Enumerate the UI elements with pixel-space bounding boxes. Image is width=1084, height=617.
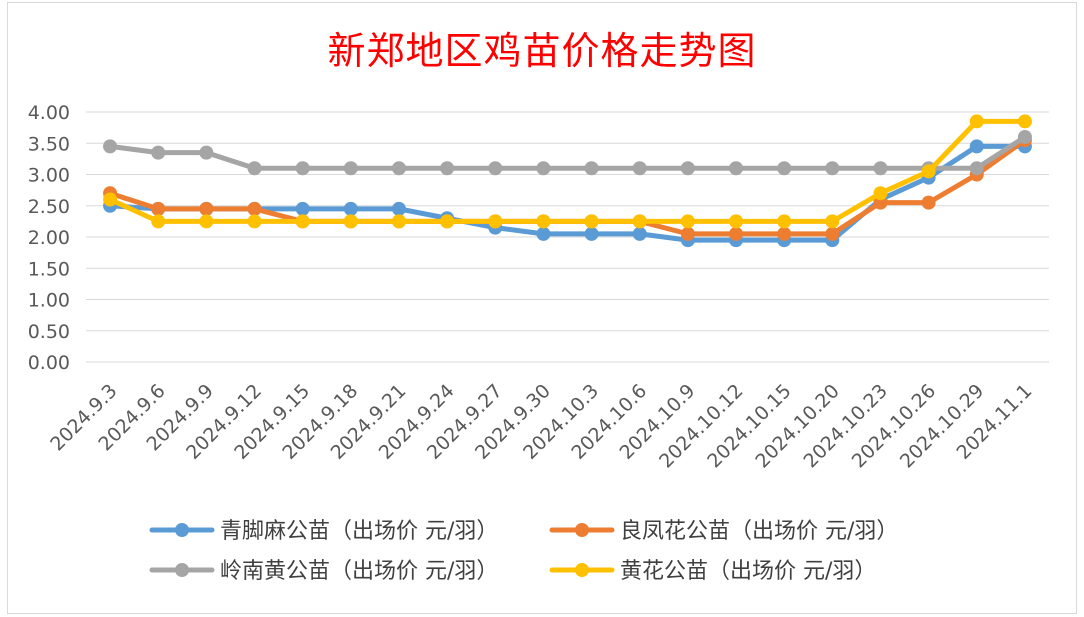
data-point bbox=[343, 201, 358, 216]
data-point bbox=[343, 161, 358, 176]
y-tick-label: 2.50 bbox=[28, 196, 70, 218]
data-point bbox=[825, 161, 840, 176]
legend-label: 青脚麻公苗（出场价 元/羽） bbox=[220, 519, 498, 544]
y-axis-tick-labels: 0.00 0.50 1.00 1.50 2.00 2.50 3.00 3.50 4.00 bbox=[28, 102, 70, 374]
data-point bbox=[584, 214, 599, 229]
chart-title: 新郑地区鸡苗价格走势图 bbox=[327, 29, 757, 73]
data-point bbox=[873, 186, 888, 201]
data-point bbox=[536, 161, 551, 176]
data-point bbox=[488, 214, 503, 229]
data-point bbox=[680, 226, 695, 241]
data-point bbox=[295, 214, 310, 229]
data-point bbox=[440, 214, 455, 229]
data-point bbox=[873, 161, 888, 176]
legend-swatch-marker bbox=[175, 563, 189, 577]
data-point bbox=[584, 226, 599, 241]
legend: 青脚麻公苗（出场价 元/羽） 良凤花公苗（出场价 元/羽） 岭南黄公苗（出场价 元/… bbox=[149, 519, 898, 584]
data-point bbox=[969, 114, 984, 129]
data-point bbox=[199, 214, 214, 229]
data-point bbox=[825, 214, 840, 229]
y-tick-label: 3.50 bbox=[28, 133, 70, 155]
data-point bbox=[440, 161, 455, 176]
data-point bbox=[247, 201, 262, 216]
data-point bbox=[247, 161, 262, 176]
series-line bbox=[107, 143, 1028, 243]
data-point bbox=[1017, 130, 1032, 144]
legend-swatch-marker bbox=[175, 523, 189, 537]
series-line bbox=[107, 134, 1028, 171]
legend-item: 良凤花公苗（出场价 元/羽） bbox=[549, 519, 898, 544]
data-point bbox=[921, 195, 936, 210]
data-point bbox=[295, 161, 310, 176]
data-point bbox=[969, 161, 984, 176]
data-point bbox=[295, 201, 310, 216]
data-point bbox=[632, 161, 647, 176]
data-point bbox=[151, 145, 166, 160]
data-point bbox=[921, 164, 936, 179]
y-tick-label: 0.50 bbox=[28, 321, 70, 343]
legend-label: 岭南黄公苗（出场价 元/羽） bbox=[220, 559, 498, 584]
data-point bbox=[680, 161, 695, 176]
legend-item: 岭南黄公苗（出场价 元/羽） bbox=[149, 559, 498, 584]
series-2 bbox=[103, 130, 1032, 176]
data-point bbox=[199, 201, 214, 216]
data-point bbox=[632, 214, 647, 229]
data-point bbox=[391, 201, 406, 216]
data-point bbox=[1017, 114, 1032, 129]
data-point bbox=[969, 139, 984, 154]
data-point bbox=[729, 161, 744, 176]
data-point bbox=[199, 145, 214, 160]
data-point bbox=[584, 161, 599, 176]
data-point bbox=[825, 226, 840, 241]
chart-frame bbox=[7, 2, 1077, 614]
legend-label: 良凤花公苗（出场价 元/羽） bbox=[620, 519, 898, 544]
series-3 bbox=[103, 114, 1032, 229]
data-point bbox=[680, 214, 695, 229]
data-point bbox=[729, 214, 744, 229]
y-tick-label: 4.00 bbox=[28, 102, 70, 124]
x-axis-tick-labels: 2024.9.32024.9.62024.9.92024.9.122024.9.… bbox=[46, 380, 1036, 472]
data-point bbox=[777, 161, 792, 176]
data-point bbox=[391, 214, 406, 229]
data-point bbox=[247, 214, 262, 229]
legend-swatch-marker bbox=[575, 523, 589, 537]
data-point bbox=[777, 226, 792, 241]
data-point bbox=[632, 226, 647, 241]
y-tick-label: 1.00 bbox=[28, 290, 70, 312]
y-tick-label: 0.00 bbox=[28, 352, 70, 374]
data-point bbox=[536, 226, 551, 241]
data-point bbox=[391, 161, 406, 176]
legend-label: 黄花公苗（出场价 元/羽） bbox=[620, 559, 876, 584]
data-point bbox=[103, 192, 118, 207]
data-point bbox=[488, 161, 503, 176]
series-0 bbox=[103, 139, 1032, 248]
series-line bbox=[107, 118, 1028, 224]
y-tick-label: 3.00 bbox=[28, 165, 70, 187]
data-point bbox=[777, 214, 792, 229]
data-point bbox=[536, 214, 551, 229]
legend-item: 青脚麻公苗（出场价 元/羽） bbox=[149, 519, 498, 544]
data-point bbox=[729, 226, 744, 241]
legend-item: 黄花公苗（出场价 元/羽） bbox=[549, 559, 876, 584]
data-point bbox=[103, 139, 118, 154]
data-point bbox=[151, 201, 166, 216]
legend-swatch-marker bbox=[575, 563, 589, 577]
data-point bbox=[343, 214, 358, 229]
y-tick-label: 1.50 bbox=[28, 258, 70, 280]
gridlines bbox=[86, 111, 1049, 363]
data-point bbox=[151, 214, 166, 229]
series-lines bbox=[103, 114, 1032, 248]
y-tick-label: 2.00 bbox=[28, 227, 70, 249]
